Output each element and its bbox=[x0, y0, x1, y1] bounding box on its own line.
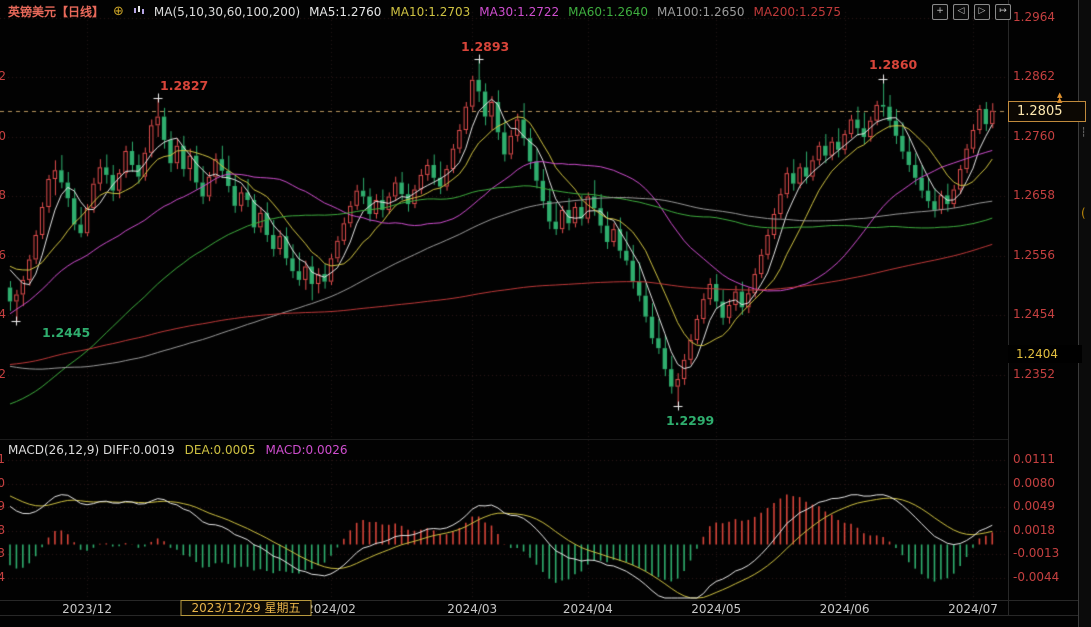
macd-macd-value: MACD:0.0026 bbox=[265, 443, 348, 457]
crosshair-price-label: 1.2404 bbox=[1008, 345, 1082, 363]
left-clipped-price-tick: 1.2862 bbox=[0, 69, 6, 84]
time-axis-tick: 2024/05 bbox=[691, 602, 742, 616]
current-price-label: 1.2805 bbox=[1008, 100, 1086, 122]
price-axis-tick: 1.2556 bbox=[1013, 247, 1055, 262]
left-clipped-price-tick: 1.2352 bbox=[0, 366, 6, 381]
peak-annotation: 1.2827 bbox=[160, 78, 209, 93]
collapsed-side-panel[interactable]: ┆ ( bbox=[1078, 0, 1091, 627]
macd-dea-value: DEA:0.0005 bbox=[184, 443, 256, 457]
pan-right-icon[interactable]: ▷ bbox=[974, 4, 990, 20]
peak-annotation: 1.2860 bbox=[869, 57, 918, 72]
panel-glyph: ( bbox=[1081, 206, 1086, 220]
left-clipped-macd-tick: 0.0080 bbox=[0, 475, 5, 490]
price-axis-tick: 1.2862 bbox=[1013, 69, 1055, 84]
macd-axis-tick: -0.0013 bbox=[1013, 546, 1060, 561]
trough-annotation: 1.2299 bbox=[666, 413, 715, 428]
price-axis-tick: 1.2658 bbox=[1013, 188, 1055, 203]
macd-axis-tick: -0.0044 bbox=[1013, 569, 1060, 584]
macd-axis-tick: 0.0049 bbox=[1013, 499, 1055, 514]
bottom-bar-divider bbox=[0, 615, 1091, 616]
chart-toolbar: + ◁ ▷ ↦ bbox=[932, 4, 1011, 20]
left-clipped-macd-tick: -0.0013 bbox=[0, 546, 5, 561]
instrument-title[interactable]: 英镑美元【日线】 bbox=[8, 5, 105, 19]
time-axis-tick: 2024/07 bbox=[948, 602, 998, 616]
left-clipped-macd-tick: 0.0049 bbox=[0, 499, 5, 514]
price-axis-tick: 1.2760 bbox=[1013, 128, 1055, 143]
time-axis-tick: 2023/12 bbox=[62, 602, 112, 616]
time-axis-tick: 2024/03 bbox=[447, 602, 498, 616]
time-axis-tick: 2024/06 bbox=[819, 602, 870, 616]
trough-annotation: 1.2445 bbox=[42, 325, 91, 340]
price-axis-tick: 1.2964 bbox=[1013, 10, 1055, 24]
pan-out-icon[interactable]: ↦ bbox=[995, 4, 1011, 20]
macd-axis-tick: 0.0111 bbox=[1013, 451, 1055, 466]
left-clipped-price-tick: 1.2760 bbox=[0, 128, 6, 143]
macd-params-diff: MACD(26,12,9) DIFF:0.0019 bbox=[8, 443, 175, 457]
kline-icon bbox=[133, 4, 145, 19]
left-clipped-macd-tick: -0.0044 bbox=[0, 569, 5, 584]
ma60-value: MA60:1.2640 bbox=[568, 4, 649, 19]
crosshair-date-label: 2023/12/29 星期五 bbox=[180, 600, 312, 616]
time-axis-tick: 2024/02 bbox=[306, 602, 356, 616]
left-clipped-price-tick: 1.2454 bbox=[0, 307, 6, 322]
ma30-value: MA30:1.2722 bbox=[479, 4, 560, 19]
ma10-value: MA10:1.2703 bbox=[390, 4, 471, 19]
left-clipped-price-tick: 1.2556 bbox=[0, 247, 6, 262]
left-clipped-price-tick: 1.2658 bbox=[0, 188, 6, 203]
move-crosshair-icon[interactable]: + bbox=[932, 4, 948, 20]
left-clipped-macd-tick: 0.0111 bbox=[0, 451, 5, 466]
pane-divider[interactable] bbox=[0, 439, 1008, 440]
ma-group-label: MA(5,10,30,60,100,200) bbox=[153, 4, 301, 19]
ma100-value: MA100:1.2650 bbox=[657, 4, 745, 19]
add-indicator-icon[interactable]: ⊕ bbox=[113, 4, 124, 19]
macd-axis-tick: 0.0018 bbox=[1013, 522, 1055, 537]
macd-axis-tick: 0.0080 bbox=[1013, 475, 1055, 490]
left-clipped-macd-tick: 0.0018 bbox=[0, 522, 5, 537]
time-axis-divider bbox=[0, 600, 1091, 601]
pan-left-icon[interactable]: ◁ bbox=[953, 4, 969, 20]
time-axis-tick: 2024/04 bbox=[562, 602, 613, 616]
price-axis-tick: 1.2352 bbox=[1013, 366, 1055, 381]
price-axis-tick: 1.2454 bbox=[1013, 307, 1055, 322]
panel-handle-icon: ┆ bbox=[1081, 128, 1087, 138]
peak-annotation: 1.2893 bbox=[461, 39, 510, 54]
chart-header: 英镑美元【日线】 ⊕ MA(5,10,30,60,100,200) MA5:1.… bbox=[8, 3, 841, 20]
price-up-arrows-icon: ▲ ▲ bbox=[1057, 91, 1063, 104]
macd-header: MACD(26,12,9) DIFF:0.0019 DEA:0.0005 MAC… bbox=[8, 443, 348, 457]
ma5-value: MA5:1.2760 bbox=[309, 4, 382, 19]
ma200-value: MA200:1.2575 bbox=[753, 4, 842, 19]
price-axis-divider[interactable] bbox=[1008, 0, 1009, 615]
